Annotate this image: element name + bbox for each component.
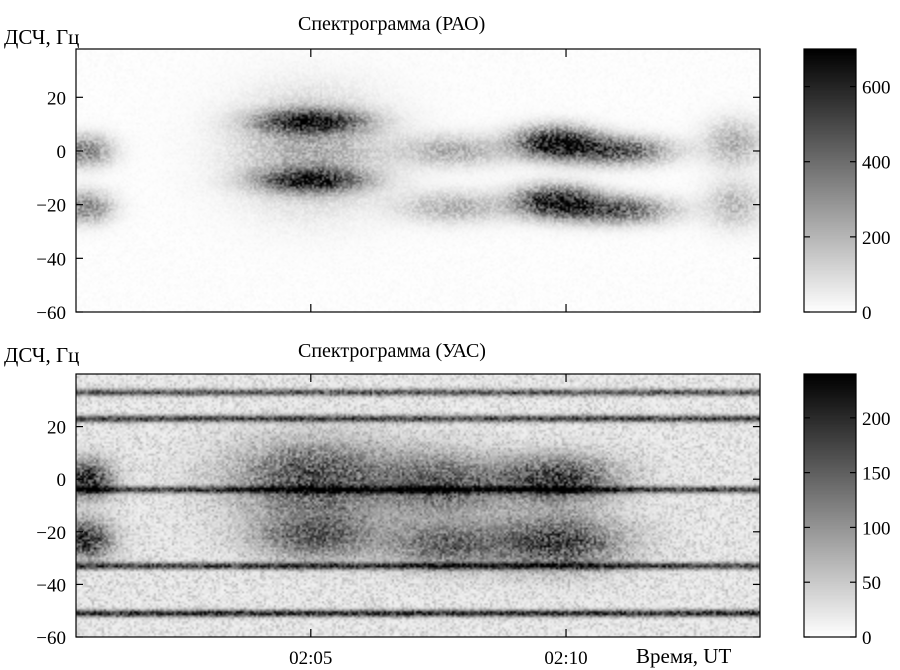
colorbar-tick-label: 100 [862,518,891,539]
panel2-xlabel: Время, UT [636,644,731,668]
panel1-frame [75,48,761,313]
colorbar-tick-label: 600 [862,78,891,99]
panel1-ylabel: ДСЧ, Гц [4,25,79,49]
panel1-heatmap [76,49,760,312]
ytick-label: −40 [36,249,66,270]
ytick-label: 0 [57,142,67,163]
ytick-label: −20 [36,523,66,544]
ytick-label: −40 [36,575,66,596]
panel2-frame [75,373,761,638]
panel1-colorbar [804,49,856,312]
panel2-heatmap [76,374,760,637]
colorbar-tick-label: 400 [862,153,891,174]
panel2-ylabel: ДСЧ, Гц [4,343,79,367]
panel2-colorbar-frame [803,373,857,638]
ytick-label: −60 [36,628,66,649]
colorbar-tick-label: 150 [862,464,891,485]
colorbar-tick-label: 200 [862,228,891,249]
ytick-label: 0 [57,470,67,491]
panel2-colorbar [804,374,856,637]
panel2-title: Спектрограмма (УАС) [298,340,486,362]
colorbar-tick-label: 200 [862,409,891,430]
ytick-label: 20 [47,418,66,439]
ytick-label: 20 [47,88,66,109]
colorbar-tick-label: 50 [862,573,881,594]
colorbar-tick-label: 0 [862,628,872,649]
ytick-label: −20 [36,196,66,217]
xtick-label: 02:10 [544,648,587,669]
xtick-label: 02:05 [289,648,332,669]
colorbar-tick-label: 0 [862,303,872,324]
panel1-colorbar-frame [803,48,857,313]
panel1-title: Спектрограмма (РАО) [298,13,485,35]
ytick-label: −60 [36,303,66,324]
